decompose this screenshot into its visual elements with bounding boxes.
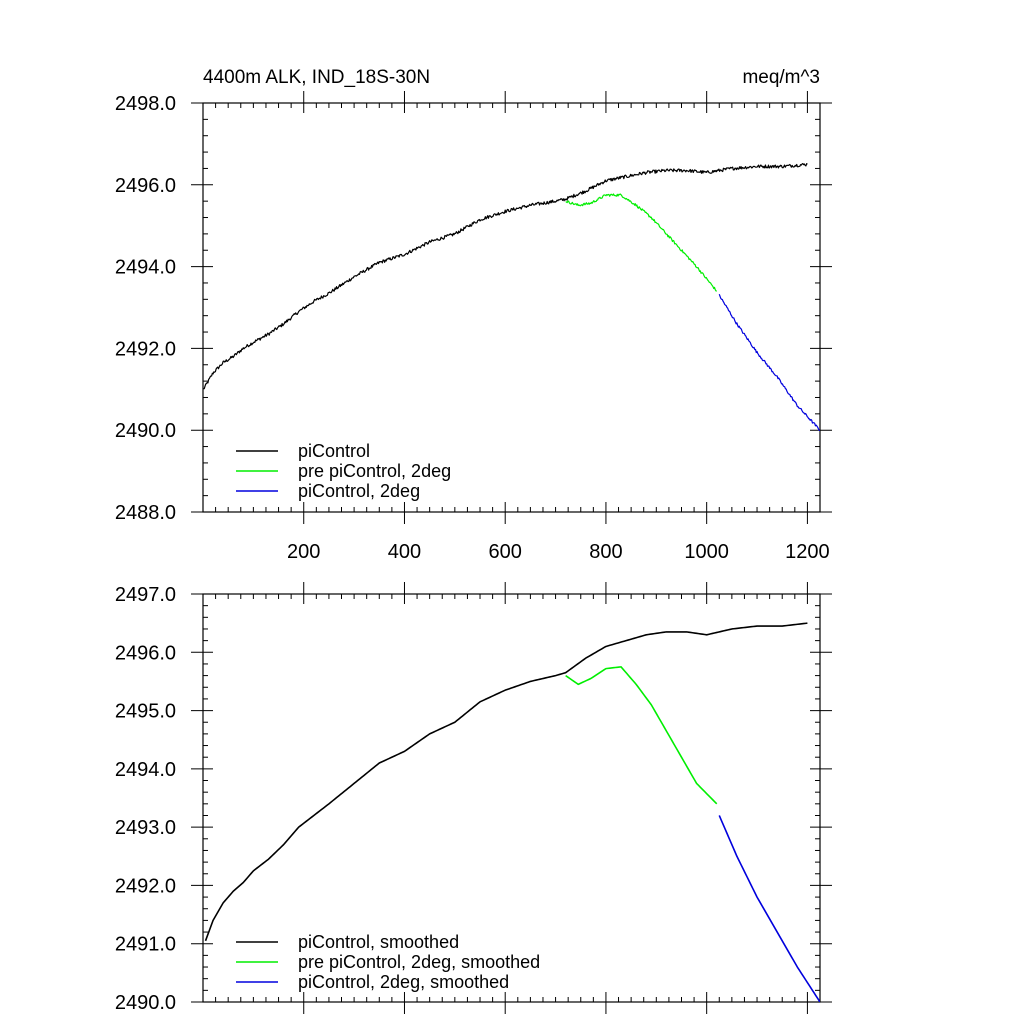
x-tick-label: 200 <box>287 541 320 563</box>
y-tick-label: 2494.0 <box>115 759 176 781</box>
y-tick-label: 2496.0 <box>115 642 176 664</box>
x-tick-label: 1200 <box>785 541 830 563</box>
legend-label: piControl, 2deg, smoothed <box>298 972 509 992</box>
y-tick-label: 2493.0 <box>115 817 176 839</box>
series-line-2 <box>565 193 717 292</box>
y-tick-label: 2491.0 <box>115 934 176 956</box>
y-tick-label: 2492.0 <box>115 875 176 897</box>
series-line-1 <box>204 622 808 942</box>
x-tick-label: 800 <box>589 541 622 563</box>
y-tick-label: 2498.0 <box>115 93 176 115</box>
chart-panel-2: 2490.0 2491.0 2492.0 2493.0 2494.0 2495.0 2496… <box>115 582 832 1014</box>
series-line-2 <box>565 666 718 805</box>
chart-panel-1: 200 400 600 800 1000 1200 2488.0 2490.0 2492.0 24… <box>115 67 832 563</box>
series-line-1 <box>203 162 808 390</box>
x-tick-label: 1000 <box>684 541 729 563</box>
x-tick-label: 400 <box>388 541 421 563</box>
y-tick-label: 2490.0 <box>115 992 176 1014</box>
plot-frame <box>202 102 821 513</box>
y-tick-label: 2495.0 <box>115 701 176 723</box>
legend-label: piControl, 2deg <box>298 481 420 501</box>
legend-label: pre piControl, 2deg, smoothed <box>298 952 540 972</box>
legend-label: piControl <box>298 441 370 461</box>
y-tick-label: 2488.0 <box>115 502 176 524</box>
y-tick-label: 2496.0 <box>115 175 176 197</box>
legend-label: pre piControl, 2deg <box>298 461 451 481</box>
chart-title: 4400m ALK, IND_18S-30N <box>203 67 430 88</box>
y-tick-label: 2492.0 <box>115 338 176 360</box>
series-line-3 <box>718 815 820 1002</box>
x-tick-label: 600 <box>489 541 522 563</box>
series-line-3 <box>718 293 820 431</box>
y-tick-label: 2490.0 <box>115 420 176 442</box>
plot-frame <box>202 593 821 1003</box>
y-tick-label: 2497.0 <box>115 584 176 606</box>
chart-units: meq/m^3 <box>742 67 820 88</box>
y-tick-label: 2494.0 <box>115 257 176 279</box>
legend-label: piControl, smoothed <box>298 932 459 952</box>
